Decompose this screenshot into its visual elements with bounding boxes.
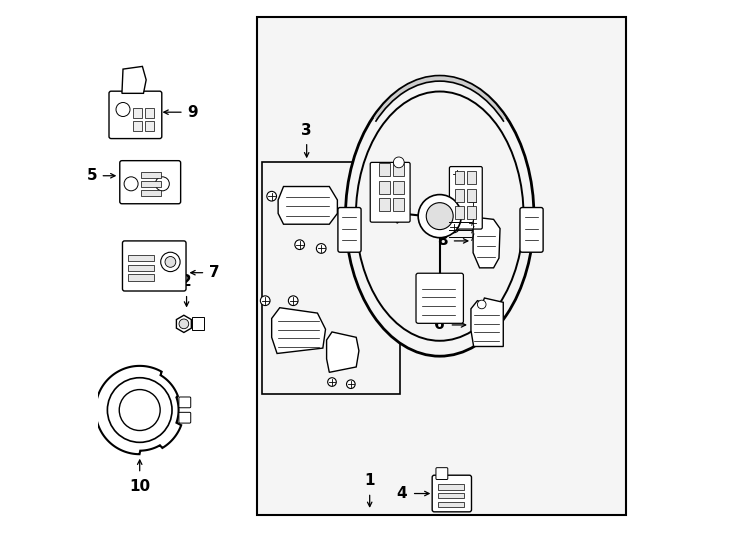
FancyBboxPatch shape	[436, 468, 448, 480]
Circle shape	[477, 300, 486, 309]
Circle shape	[116, 103, 130, 117]
Bar	[141, 181, 161, 187]
Circle shape	[468, 218, 478, 228]
Bar	[145, 122, 154, 131]
Bar	[128, 255, 154, 261]
Polygon shape	[176, 315, 192, 333]
Polygon shape	[327, 332, 359, 373]
Text: 1: 1	[365, 473, 375, 488]
Polygon shape	[95, 366, 181, 454]
Bar	[262, 163, 400, 394]
Circle shape	[156, 177, 170, 191]
Bar	[393, 181, 404, 194]
Circle shape	[346, 380, 355, 388]
Circle shape	[179, 319, 189, 329]
Circle shape	[165, 256, 176, 267]
Circle shape	[161, 252, 180, 272]
Text: 10: 10	[129, 479, 150, 494]
FancyBboxPatch shape	[123, 241, 186, 291]
FancyBboxPatch shape	[179, 413, 191, 423]
Polygon shape	[471, 298, 504, 347]
FancyBboxPatch shape	[120, 161, 181, 204]
Bar	[455, 171, 465, 184]
Bar	[145, 109, 154, 118]
Bar	[128, 265, 154, 271]
Circle shape	[261, 296, 270, 306]
Text: 2: 2	[181, 274, 192, 289]
Bar	[437, 493, 465, 498]
Bar	[437, 484, 465, 490]
Polygon shape	[122, 66, 146, 93]
Circle shape	[451, 168, 462, 179]
Circle shape	[393, 157, 404, 168]
FancyBboxPatch shape	[432, 475, 471, 512]
Circle shape	[418, 194, 461, 238]
Circle shape	[288, 296, 298, 306]
Circle shape	[468, 197, 478, 207]
Bar	[128, 274, 154, 281]
Circle shape	[124, 177, 138, 191]
Circle shape	[295, 240, 305, 249]
FancyBboxPatch shape	[109, 91, 161, 139]
Bar	[455, 188, 465, 201]
Bar	[393, 163, 404, 176]
Polygon shape	[272, 308, 325, 354]
Bar	[467, 188, 476, 201]
Circle shape	[107, 377, 172, 442]
Text: 4: 4	[397, 486, 407, 501]
Circle shape	[327, 377, 336, 386]
FancyBboxPatch shape	[179, 397, 191, 408]
Bar	[379, 199, 390, 211]
Bar	[379, 163, 390, 176]
Bar	[437, 502, 465, 507]
FancyBboxPatch shape	[338, 207, 361, 252]
FancyBboxPatch shape	[416, 273, 463, 323]
Bar	[133, 122, 142, 131]
Circle shape	[426, 202, 453, 230]
Bar	[192, 318, 204, 330]
Text: 9: 9	[188, 105, 198, 120]
Bar	[393, 199, 404, 211]
Text: 5: 5	[87, 168, 98, 183]
Ellipse shape	[346, 76, 534, 356]
Circle shape	[448, 222, 459, 233]
Bar	[141, 172, 161, 178]
Bar	[467, 171, 476, 184]
Bar	[455, 206, 465, 219]
Bar	[467, 206, 476, 219]
Polygon shape	[473, 218, 500, 268]
Text: 3: 3	[302, 123, 312, 138]
Text: 7: 7	[209, 265, 219, 280]
Ellipse shape	[356, 91, 523, 341]
FancyBboxPatch shape	[449, 166, 482, 229]
Circle shape	[316, 244, 326, 253]
FancyBboxPatch shape	[370, 163, 410, 222]
Text: 8: 8	[437, 233, 447, 248]
FancyBboxPatch shape	[520, 207, 543, 252]
Bar	[257, 17, 625, 515]
Circle shape	[119, 389, 160, 430]
Circle shape	[267, 191, 277, 201]
Bar	[141, 190, 161, 196]
Polygon shape	[379, 167, 410, 223]
Bar	[379, 181, 390, 194]
Polygon shape	[278, 186, 338, 224]
Text: 6: 6	[435, 318, 445, 333]
Bar	[133, 109, 142, 118]
